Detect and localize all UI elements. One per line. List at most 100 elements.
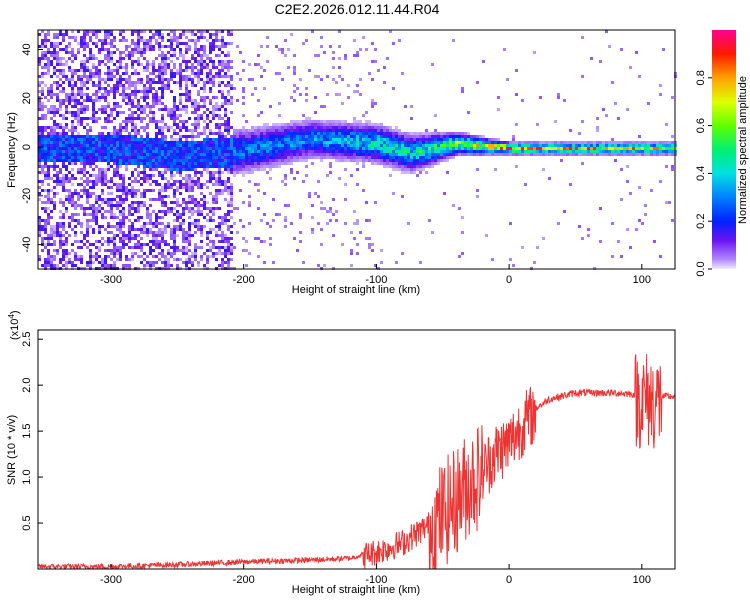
heatmap-cell [140,261,143,264]
heatmap-cell [452,39,455,42]
heatmap-cell [155,216,158,219]
heatmap-cell [284,39,287,42]
heatmap-cell [233,141,236,144]
heatmap-cell [44,126,47,129]
heatmap-cell [161,255,164,258]
heatmap-cell [47,156,50,159]
heatmap-cell [71,192,74,195]
heatmap-cell [170,30,173,33]
heatmap-cell [221,261,224,264]
heatmap-cell [275,165,278,168]
heatmap-cell [101,171,104,174]
heatmap-cell [95,144,98,147]
heatmap-cell [92,111,95,114]
heatmap-cell [398,162,401,165]
heatmap-cell [206,57,209,60]
heatmap-cell [485,153,488,156]
heatmap-cell [62,162,65,165]
heatmap-cell [425,150,428,153]
heatmap-cell [353,144,356,147]
heatmap-cell [107,135,110,138]
heatmap-cell [332,57,335,60]
heatmap-cell [179,168,182,171]
heatmap-cell [404,153,407,156]
heatmap-cell [179,165,182,168]
heatmap-cell [239,144,242,147]
heatmap-cell [587,228,590,231]
heatmap-cell [104,54,107,57]
heatmap-cell [152,105,155,108]
heatmap-cell [632,150,635,153]
heatmap-cell [401,162,404,165]
heatmap-cell [503,150,506,153]
heatmap-cell [338,135,341,138]
heatmap-cell [164,135,167,138]
heatmap-cell [104,105,107,108]
heatmap-cell [206,207,209,210]
heatmap-cell [353,159,356,162]
heatmap-cell [626,228,629,231]
heatmap-cell [554,150,557,153]
heatmap-cell [257,114,260,117]
heatmap-cell [239,165,242,168]
heatmap-cell [113,216,116,219]
heatmap-cell [176,72,179,75]
heatmap-cell [551,147,554,150]
heatmap-cell [380,249,383,252]
heatmap-cell [71,99,74,102]
heatmap-cell [557,147,560,150]
heatmap-cell [65,231,68,234]
heatmap-cell [83,81,86,84]
heatmap-cell [53,231,56,234]
heatmap-cell [209,75,212,78]
heatmap-cell [56,60,59,63]
heatmap-cell [116,60,119,63]
heatmap-cell [560,153,563,156]
heatmap-cell [101,183,104,186]
heatmap-cell [293,90,296,93]
heatmap-cell [143,162,146,165]
heatmap-cell [194,111,197,114]
heatmap-cell [194,51,197,54]
heatmap-cell [215,96,218,99]
heatmap-cell [62,150,65,153]
heatmap-cell [242,162,245,165]
heatmap-cell [59,201,62,204]
heatmap-cell [185,105,188,108]
heatmap-cell [185,135,188,138]
heatmap-cell [65,105,68,108]
heatmap-cell [491,150,494,153]
heatmap-cell [281,150,284,153]
heatmap-cell [272,153,275,156]
heatmap-cell [59,222,62,225]
heatmap-cell [623,147,626,150]
heatmap-cell [101,39,104,42]
heatmap-cell [158,81,161,84]
heatmap-cell [86,108,89,111]
heatmap-cell [569,183,572,186]
heatmap-cell [185,138,188,141]
heatmap-cell [65,141,68,144]
heatmap-cell [431,159,434,162]
heatmap-cell [116,135,119,138]
heatmap-cell [149,231,152,234]
heatmap-cell [197,159,200,162]
heatmap-cell [167,258,170,261]
heatmap-cell [101,207,104,210]
heatmap-cell [200,234,203,237]
heatmap-cell [128,153,131,156]
heatmap-cell [107,138,110,141]
heatmap-cell [203,159,206,162]
heatmap-cell [137,234,140,237]
heatmap-cell [71,126,74,129]
heatmap-cell [95,153,98,156]
heatmap-cell [80,108,83,111]
heatmap-cell [80,258,83,261]
heatmap-cell [449,153,452,156]
heatmap-cell [428,135,431,138]
heatmap-cell [41,147,44,150]
heatmap-cell [62,234,65,237]
heatmap-cell [59,108,62,111]
heatmap-cell [38,81,41,84]
heatmap-cell [89,180,92,183]
